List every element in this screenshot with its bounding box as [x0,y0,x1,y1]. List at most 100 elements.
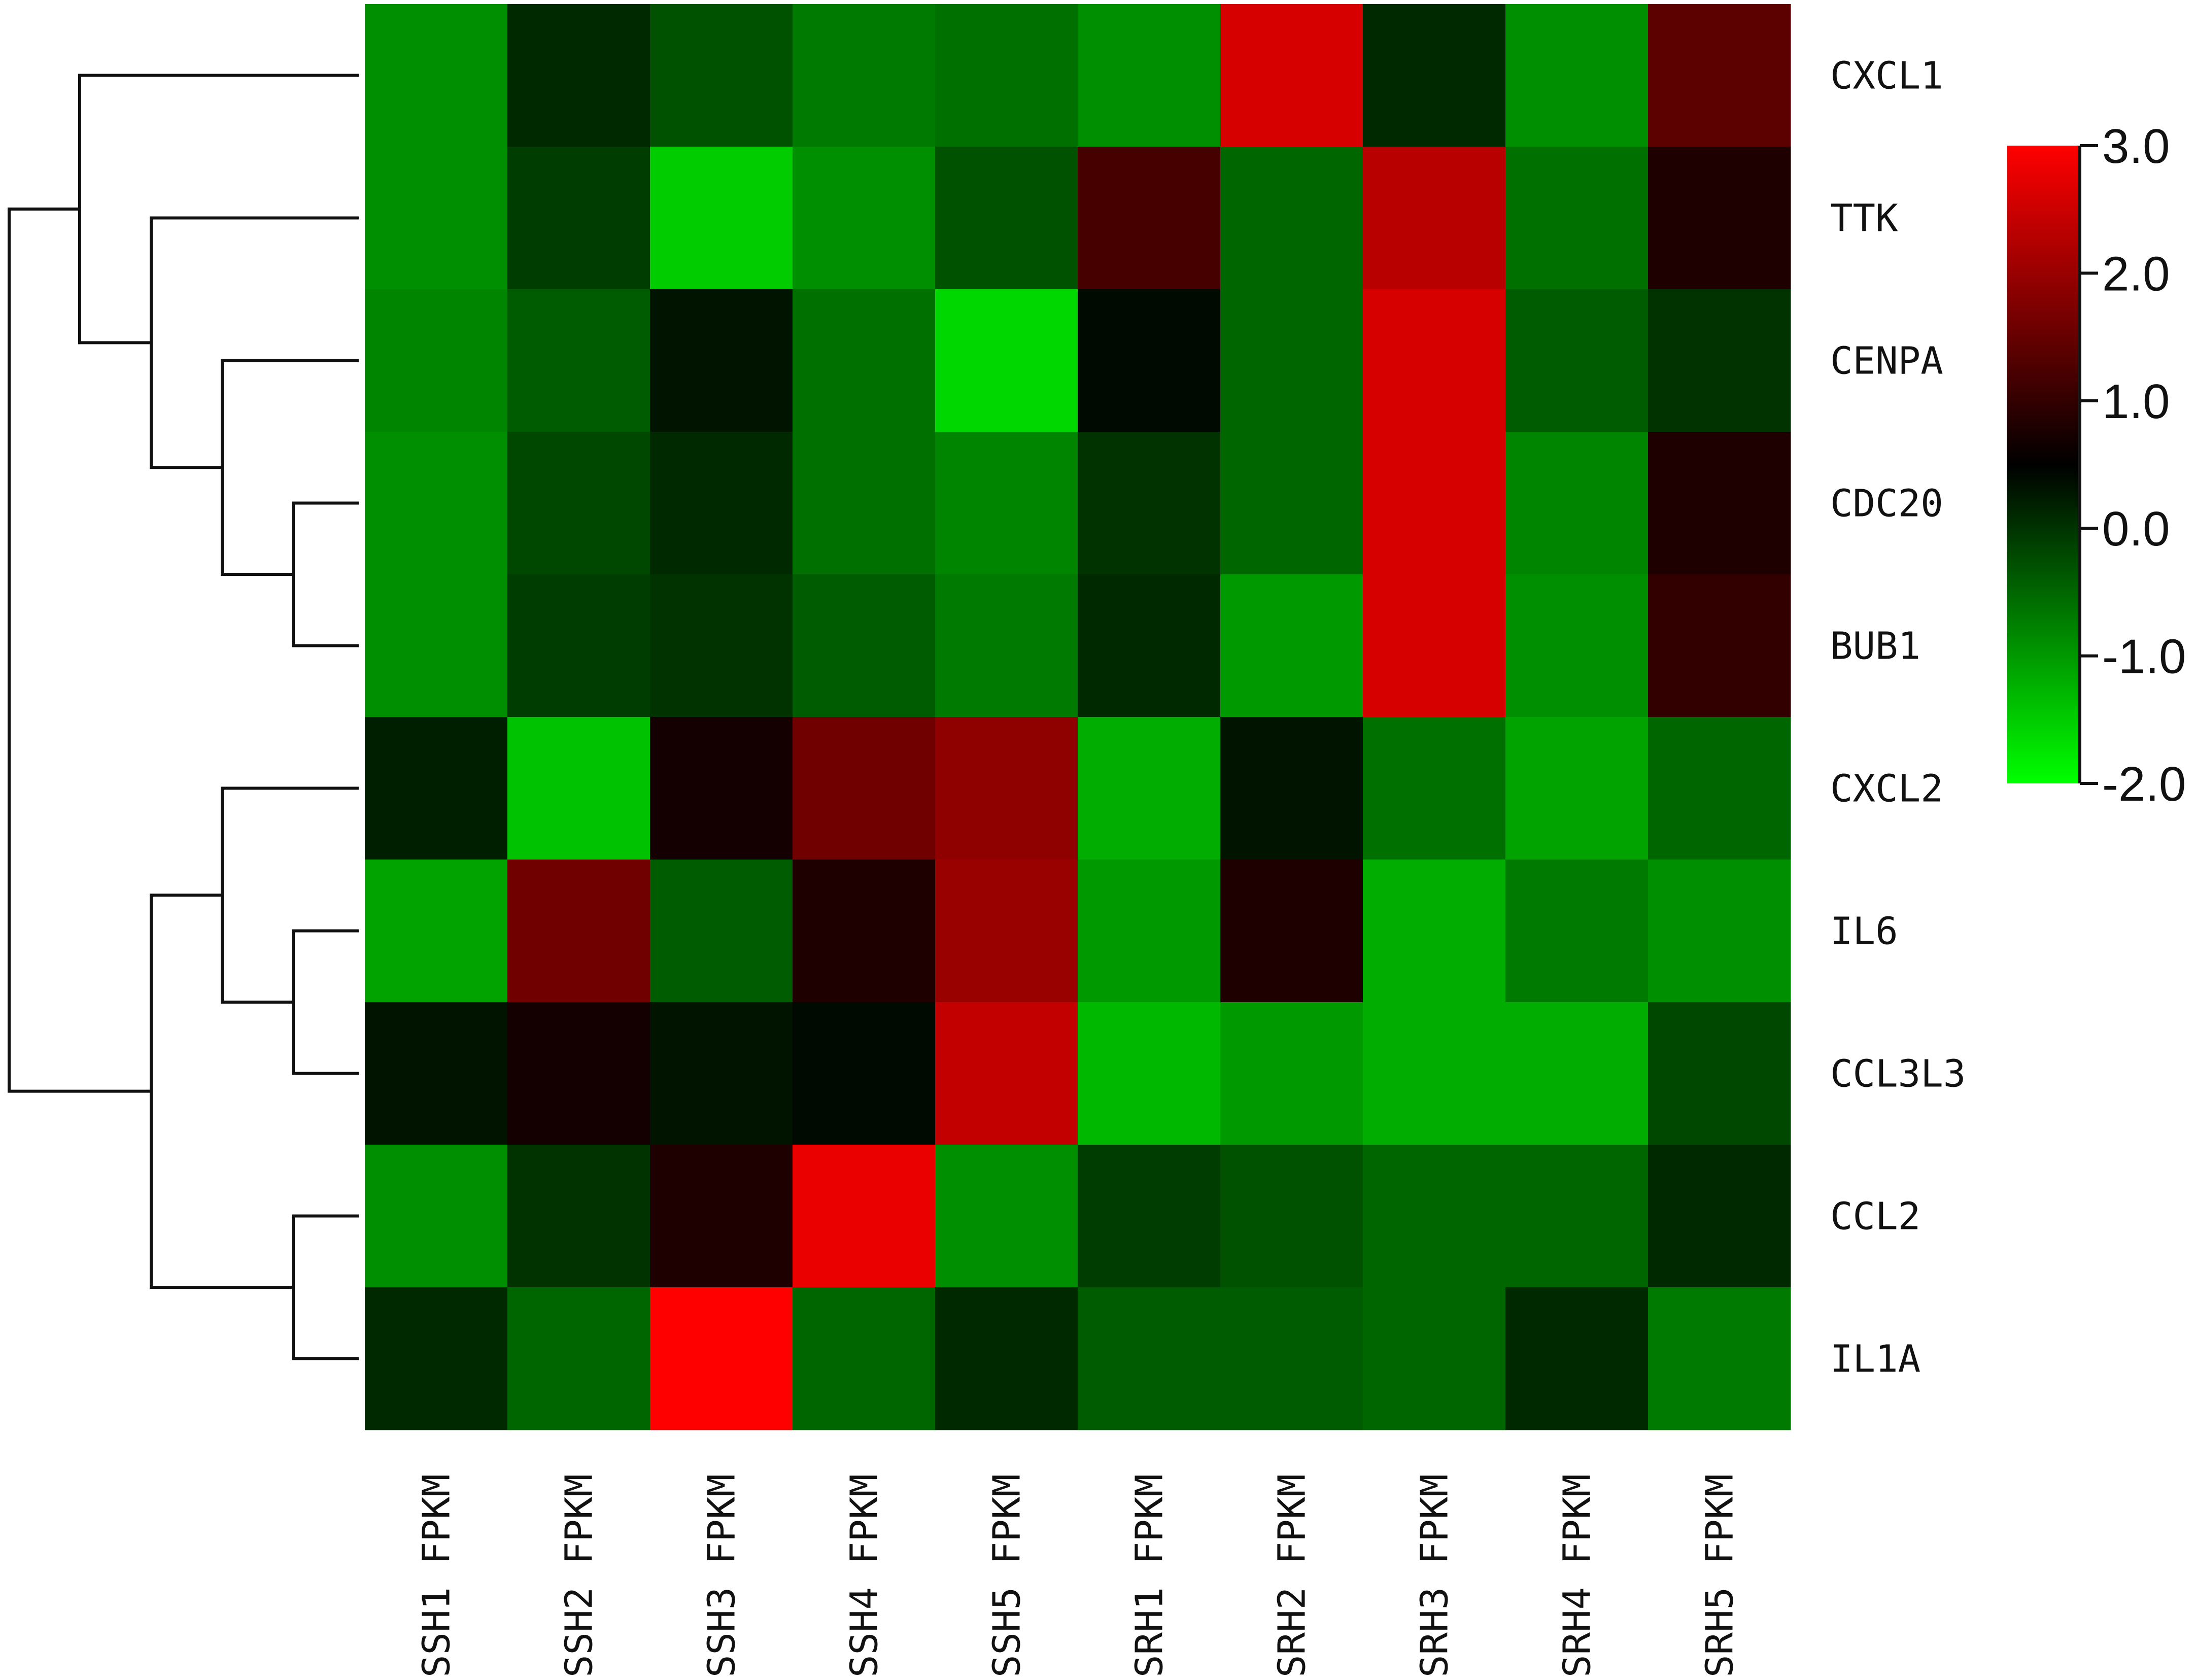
heatmap-cell-CXCL2-SSH5_FPKM [935,717,1078,860]
heatmap-cell-CENPA-SRH4_FPKM [1505,289,1649,432]
row-label-IL6: IL6 [1830,910,1898,953]
heatmap-cell-CXCL1-SRH5_FPKM [1648,4,1791,147]
heatmap-cell-CCL3L3-SSH3_FPKM [650,1002,793,1145]
heatmap-cell-IL6-SRH2_FPKM [1220,860,1363,1003]
heatmap-cell-CXCL2-SSH4_FPKM [793,717,936,860]
column-label-SSH2_FPKM: SSH2 FPKM [558,1474,601,1677]
heatmap-cell-TTK-SSH3_FPKM [650,147,793,290]
heatmap-cell-CXCL1-SSH5_FPKM [935,4,1078,147]
heatmap-cell-IL1A-SSH4_FPKM [793,1287,936,1430]
heatmap-cell-CENPA-SSH5_FPKM [935,289,1078,432]
heatmap-cell-BUB1-SSH5_FPKM [935,574,1078,717]
heatmap-cell-CDC20-SRH5_FPKM [1648,432,1791,575]
row-label-CCL2: CCL2 [1830,1195,1920,1239]
heatmap-cell-CCL3L3-SSH4_FPKM [793,1002,936,1145]
dendrogram-link-ttk [150,216,359,469]
heatmap-cell-CCL3L3-SSH5_FPKM [935,1002,1078,1145]
heatmap-cell-IL6-SSH3_FPKM [650,860,793,1003]
row-label-CENPA: CENPA [1830,339,1943,383]
heatmap-cell-CXCL1-SRH2_FPKM [1220,4,1363,147]
heatmap-cell-BUB1-SRH3_FPKM [1363,574,1506,717]
heatmap-cell-IL1A-SSH3_FPKM [650,1287,793,1430]
color-scale-bar [2007,146,2078,783]
heatmap-cell-CENPA-SSH1_FPKM [365,289,508,432]
heatmap-cell-IL6-SSH1_FPKM [365,860,508,1003]
color-scale-tick-label: -1.0 [2102,630,2186,684]
heatmap-cell-CENPA-SRH3_FPKM [1363,289,1506,432]
color-scale-legend: 3.0 2.0 1.0 0.0 -1.0 -2.0 [2007,119,2186,811]
heatmap-cell-IL6-SRH3_FPKM [1363,860,1506,1003]
heatmap-cell-BUB1-SSH3_FPKM [650,574,793,717]
heatmap-cell-CDC20-SSH1_FPKM [365,432,508,575]
heatmap-cell-CDC20-SRH2_FPKM [1220,432,1363,575]
heatmap-cell-BUB1-SSH1_FPKM [365,574,508,717]
heatmap-cell-BUB1-SRH4_FPKM [1505,574,1649,717]
heatmap-cell-CCL2-SSH2_FPKM [507,1145,650,1288]
heatmap-cell-CDC20-SSH2_FPKM [507,432,650,575]
heatmap-cell-CXCL1-SSH4_FPKM [793,4,936,147]
heatmap-cell-CCL3L3-SRH1_FPKM [1078,1002,1221,1145]
heatmap-cell-CDC20-SRH4_FPKM [1505,432,1649,575]
heatmap-cell-TTK-SRH5_FPKM [1648,147,1791,290]
heatmap-cell-CDC20-SSH3_FPKM [650,432,793,575]
column-label-SSH1_FPKM: SSH1 FPKM [415,1474,459,1677]
column-label-SRH5_FPKM: SRH5 FPKM [1698,1474,1742,1677]
heatmap-cell-CCL3L3-SSH2_FPKM [507,1002,650,1145]
heatmap-cell-IL1A-SRH4_FPKM [1505,1287,1649,1430]
column-label-SRH4_FPKM: SRH4 FPKM [1556,1474,1599,1677]
row-label-CXCL1: CXCL1 [1830,54,1943,98]
heatmap-cell-CXCL1-SSH2_FPKM [507,4,650,147]
heatmap-cell-TTK-SSH1_FPKM [365,147,508,290]
column-label-SRH3_FPKM: SRH3 FPKM [1413,1474,1457,1677]
heatmap-cell-CXCL1-SRH3_FPKM [1363,4,1506,147]
row-label-CDC20: CDC20 [1830,482,1943,526]
heatmap-cell-CXCL2-SRH4_FPKM [1505,717,1649,860]
row-dendrogram [8,74,359,1360]
heatmap-cell-BUB1-SSH2_FPKM [507,574,650,717]
heatmap-cell-CCL2-SRH5_FPKM [1648,1145,1791,1288]
heatmap-cell-TTK-SRH1_FPKM [1078,147,1221,290]
color-scale-tick-label: 0.0 [2102,502,2170,556]
column-label-SRH2_FPKM: SRH2 FPKM [1271,1474,1314,1677]
heatmap-cell-IL6-SSH4_FPKM [793,860,936,1003]
heatmap-cell-CDC20-SRH1_FPKM [1078,432,1221,575]
row-label-IL1A: IL1A [1830,1338,1920,1381]
dendrogram-link-ccl2-il1a [292,1214,359,1360]
dendrogram-link-cenpa [221,359,359,576]
heatmap-cell-CCL3L3-SSH1_FPKM [365,1002,508,1145]
heatmap-cell-CENPA-SSH3_FPKM [650,289,793,432]
heatmap-cell-IL1A-SRH1_FPKM [1078,1287,1221,1430]
heatmap-cell-CENPA-SSH4_FPKM [793,289,936,432]
heatmap-cell-CDC20-SSH4_FPKM [793,432,936,575]
dendrogram-link-cxcl2 [221,786,359,1004]
heatmap-cell-CCL3L3-SRH4_FPKM [1505,1002,1649,1145]
heatmap-cell-CCL2-SRH1_FPKM [1078,1145,1221,1288]
heatmap-cell-TTK-SSH2_FPKM [507,147,650,290]
heatmap-cell-CXCL1-SSH1_FPKM [365,4,508,147]
dendrogram-link-cdc20-bub1 [292,501,359,647]
heatmap-cell-CENPA-SRH1_FPKM [1078,289,1221,432]
heatmap-cell-IL1A-SRH5_FPKM [1648,1287,1791,1430]
heatmap-cell-CENPA-SSH2_FPKM [507,289,650,432]
heatmap-cell-IL6-SRH5_FPKM [1648,860,1791,1003]
heatmap-cell-CDC20-SSH5_FPKM [935,432,1078,575]
color-scale-tick-label: 1.0 [2102,374,2170,429]
heatmap-cell-CXCL1-SSH3_FPKM [650,4,793,147]
heatmap-cell-TTK-SSH4_FPKM [793,147,936,290]
color-scale-tick-label: -2.0 [2102,757,2186,811]
heatmap-cell-CXCL2-SRH2_FPKM [1220,717,1363,860]
heatmap-cell-IL1A-SSH1_FPKM [365,1287,508,1430]
heatmap-cell-CXCL2-SRH5_FPKM [1648,717,1791,860]
heatmap-cell-IL6-SRH1_FPKM [1078,860,1221,1003]
heatmap-cell-IL6-SSH2_FPKM [507,860,650,1003]
column-label-SSH5_FPKM: SSH5 FPKM [985,1474,1029,1677]
heatmap-cell-CXCL2-SSH1_FPKM [365,717,508,860]
heatmap-cell-IL6-SRH4_FPKM [1505,860,1649,1003]
heatmap-cell-CXCL2-SSH2_FPKM [507,717,650,860]
row-label-BUB1: BUB1 [1830,625,1920,668]
column-label-SRH1_FPKM: SRH1 FPKM [1128,1474,1172,1677]
row-label-TTK: TTK [1830,197,1898,241]
heatmap-cell-CXCL2-SRH3_FPKM [1363,717,1506,860]
heatmap-cell-TTK-SRH3_FPKM [1363,147,1506,290]
